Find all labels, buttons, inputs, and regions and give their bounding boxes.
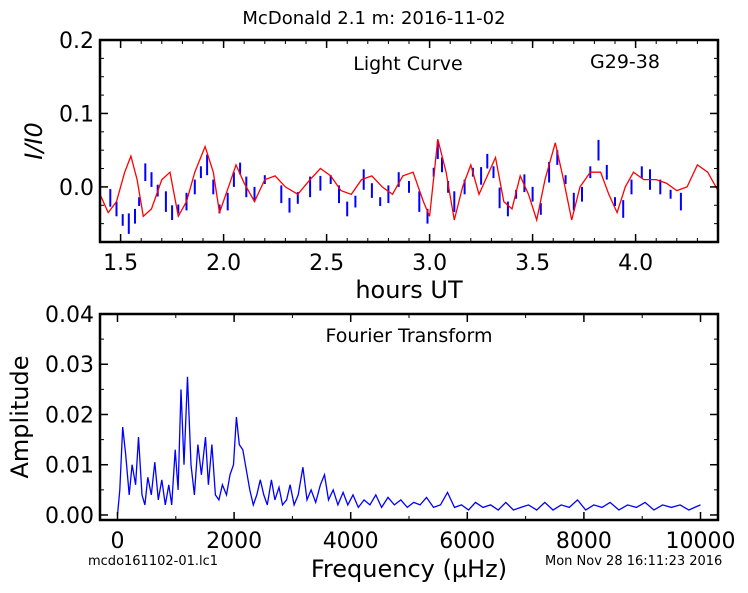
x-tick-label: 3.5 bbox=[515, 251, 550, 276]
y-tick-label: 0.02 bbox=[45, 403, 94, 428]
y-tick-label: 0.01 bbox=[45, 454, 94, 479]
y-axis-label: Amplitude bbox=[6, 356, 34, 479]
x-tick-label: 1.5 bbox=[103, 251, 138, 276]
light-curve-panel: 1.5 2.0 2.5 3.0 3.5 4.0 0.0 0.1 0.2 hours UT I/I0 L… bbox=[20, 29, 720, 304]
x-tick-label: 2.5 bbox=[309, 251, 344, 276]
figure-title: McDonald 2.1 m: 2016-11-02 bbox=[242, 8, 506, 29]
x-tick-label: 4.0 bbox=[618, 251, 653, 276]
x-tick-label: 2000 bbox=[206, 529, 262, 554]
x-tick-label: 0 bbox=[110, 529, 124, 554]
x-tick-label: 10000 bbox=[666, 529, 736, 554]
y-tick-label: 0.03 bbox=[45, 353, 94, 378]
y-tick-label: 0.00 bbox=[45, 504, 94, 529]
x-tick-label: 2.0 bbox=[206, 251, 241, 276]
x-tick-label: 4000 bbox=[323, 529, 379, 554]
y-axis-label: I/I0 bbox=[20, 122, 48, 160]
timestamp-label: Mon Nov 28 16:11:23 2016 bbox=[545, 554, 723, 569]
x-axis-label: hours UT bbox=[355, 276, 463, 304]
fit-curve bbox=[99, 139, 719, 223]
chart-annotation: Fourier Transform bbox=[325, 325, 492, 347]
x-axis-label: Frequency (μHz) bbox=[311, 555, 507, 583]
x-tick-label: 6000 bbox=[439, 529, 495, 554]
file-name-label: mcdo161102-01.lc1 bbox=[88, 554, 219, 569]
y-tick-label: 0.0 bbox=[59, 176, 94, 201]
x-tick-label: 8000 bbox=[556, 529, 612, 554]
star-name-label: G29-38 bbox=[590, 51, 660, 73]
y-tick-label: 0.1 bbox=[59, 102, 94, 127]
fourier-transform-panel: 0 2000 4000 6000 8000 10000 0.00 0.01 0.02 0.03 0.… bbox=[6, 303, 736, 583]
y-tick-label: 0.2 bbox=[59, 29, 94, 54]
series-line bbox=[116, 376, 701, 516]
chart-annotation: Light Curve bbox=[353, 53, 463, 75]
x-tick-label: 3.0 bbox=[412, 251, 447, 276]
y-tick-label: 0.04 bbox=[45, 303, 94, 328]
